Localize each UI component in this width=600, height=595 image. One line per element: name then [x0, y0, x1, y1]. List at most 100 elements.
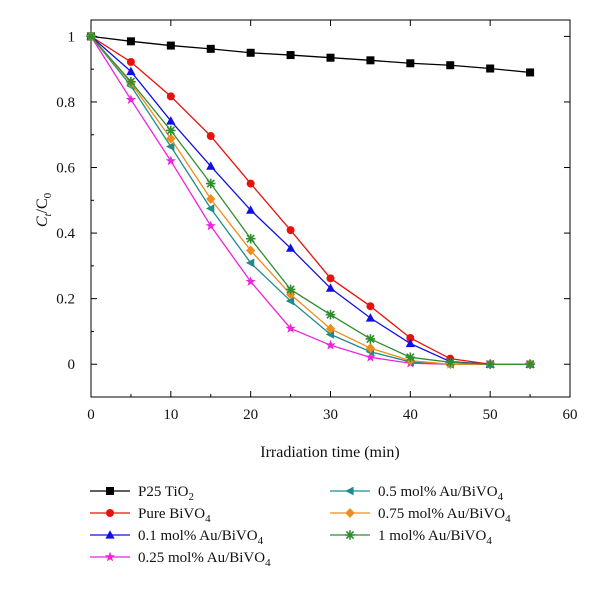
y-tick-label: 0.6	[56, 161, 75, 177]
data-point	[205, 220, 216, 231]
legend-label-sub: 4	[498, 491, 504, 503]
legend-label: 0.75 mol% Au/BiVO4	[378, 506, 511, 525]
data-point	[286, 51, 295, 60]
data-point	[406, 59, 415, 68]
x-tick-label: 0	[87, 407, 95, 423]
x-tick-label: 30	[323, 407, 338, 423]
data-point	[206, 161, 216, 170]
data-point	[405, 352, 416, 363]
axis-ticks: 0 10 20 30 40 50 60 0 0.2 0.4 0.6 0.8 1	[56, 20, 578, 423]
data-point	[285, 243, 296, 252]
data-point	[325, 309, 336, 320]
data-point	[285, 323, 296, 333]
data-point	[325, 339, 336, 350]
data-point	[285, 296, 295, 306]
legend-label-main: Pure BiVO	[138, 506, 205, 522]
data-point	[246, 205, 256, 214]
data-point	[245, 276, 256, 286]
legend-marker	[345, 530, 355, 540]
data-point	[365, 334, 376, 344]
data-point	[166, 142, 175, 151]
data-point	[166, 125, 176, 136]
data-point	[126, 57, 135, 66]
series-line	[90, 35, 531, 365]
series-line	[90, 35, 531, 365]
series-4	[86, 31, 534, 369]
legend-marker	[106, 487, 114, 495]
series-line	[90, 35, 531, 365]
data-point	[125, 94, 137, 105]
y-axis-title-sep: /C	[34, 198, 51, 213]
legend-marker	[104, 551, 116, 562]
data-point	[205, 204, 215, 213]
y-axis-title-sub1: t	[42, 213, 54, 217]
data-point	[445, 357, 456, 368]
x-tick-label: 50	[483, 407, 498, 423]
y-tick-label: 0	[68, 357, 76, 373]
data-point	[365, 351, 376, 362]
legend-label: P25 TiO2	[138, 484, 194, 503]
legend-marker	[105, 530, 115, 539]
y-axis-title-sub2: 0	[42, 192, 54, 198]
data-point	[285, 284, 296, 295]
data-point	[126, 76, 136, 87]
legend-label-sub: 4	[205, 513, 211, 525]
y-tick-label: 1	[68, 29, 76, 45]
data-point	[365, 343, 376, 354]
x-tick-label: 60	[563, 407, 578, 423]
data-point	[405, 338, 415, 348]
legend-label-main: 0.1 mol% Au/BiVO	[138, 528, 258, 544]
data-point	[366, 56, 375, 65]
series-layer	[85, 30, 536, 370]
data-point	[246, 48, 255, 57]
data-point	[205, 178, 216, 189]
data-point	[406, 333, 415, 342]
y-tick-label: 0.4	[56, 226, 75, 242]
series-6	[86, 31, 535, 370]
legend-item: 0.75 mol% Au/BiVO4	[330, 506, 511, 525]
legend-label: 0.5 mol% Au/BiVO4	[378, 484, 504, 503]
legend-label-sub: 4	[258, 535, 264, 547]
data-point	[326, 274, 335, 283]
data-point	[166, 41, 175, 50]
legend-item: 0.5 mol% Au/BiVO4	[330, 484, 504, 503]
data-point	[325, 283, 336, 292]
x-tick-label: 10	[163, 407, 178, 423]
legend-item: 0.25 mol% Au/BiVO4	[90, 550, 271, 569]
legend-item: 0.1 mol% Au/BiVO4	[90, 528, 264, 547]
data-point	[365, 313, 376, 322]
legend-label-main: 1 mol% Au/BiVO	[378, 528, 487, 544]
data-point	[525, 359, 535, 370]
series-0	[87, 32, 535, 77]
x-tick-label: 20	[243, 407, 258, 423]
legend-label: 1 mol% Au/BiVO4	[378, 528, 492, 547]
data-point	[245, 258, 255, 268]
y-axis-title: Ct/C0	[34, 192, 54, 227]
data-point	[286, 226, 295, 235]
x-axis-title: Irradiation time (min)	[260, 444, 400, 461]
data-point	[246, 179, 255, 188]
data-point	[86, 31, 96, 42]
legend-item: Pure BiVO4	[90, 506, 211, 525]
legend-marker	[345, 486, 354, 496]
legend-marker	[106, 509, 114, 517]
legend-label-sub: 4	[486, 535, 492, 547]
x-tick-label: 40	[403, 407, 418, 423]
legend-label-sub: 4	[265, 557, 271, 569]
legend-label-sub: 2	[188, 491, 194, 503]
data-point	[206, 132, 215, 141]
data-point	[166, 133, 176, 144]
series-line	[90, 35, 531, 74]
series-line	[90, 36, 531, 365]
y-tick-label: 0.2	[56, 292, 75, 308]
legend-label-main: 0.75 mol% Au/BiVO	[378, 506, 505, 522]
y-tick-label: 0.8	[56, 95, 75, 111]
legend-label: 0.1 mol% Au/BiVO4	[138, 528, 264, 547]
data-point	[126, 66, 136, 76]
legend-marker	[345, 508, 355, 518]
data-point	[366, 302, 375, 311]
legend-label-main: 0.25 mol% Au/BiVO	[138, 550, 265, 566]
data-point	[165, 155, 176, 166]
